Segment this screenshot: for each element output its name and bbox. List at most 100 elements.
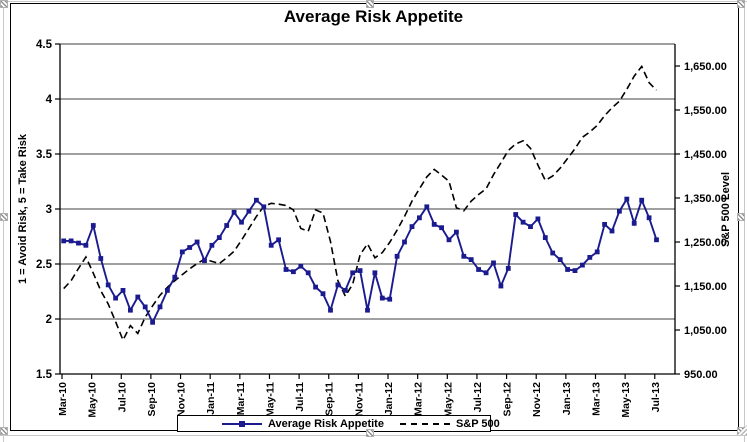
risk-appetite-marker [513, 212, 519, 217]
x-axis-tick-label: Jul-13 [650, 382, 662, 413]
risk-appetite-marker [639, 197, 645, 203]
risk-appetite-marker [128, 307, 133, 313]
risk-appetite-marker [505, 266, 511, 271]
risk-appetite-marker [298, 263, 304, 269]
risk-appetite-marker [446, 237, 452, 243]
x-axis-tick-label: Mar-11 [235, 382, 247, 415]
risk-appetite-marker [239, 219, 244, 225]
risk-appetite-marker [357, 268, 363, 273]
x-axis-tick-label: Mar-10 [57, 382, 69, 416]
risk-appetite-marker [372, 270, 378, 276]
risk-appetite-marker [305, 270, 311, 276]
risk-appetite-marker [609, 228, 615, 234]
risk-appetite-marker [587, 255, 593, 260]
risk-appetite-marker [550, 250, 556, 256]
risk-appetite-marker [194, 239, 200, 245]
risk-appetite-marker [320, 291, 326, 297]
risk-appetite-marker [520, 219, 526, 225]
risk-appetite-marker [76, 240, 81, 246]
resize-grip-icon[interactable] [737, 425, 747, 435]
risk-appetite-marker [394, 253, 400, 259]
chart-title: Average Risk Appetite [283, 7, 464, 26]
risk-appetite-marker [424, 204, 430, 210]
legend-label: Average Risk Appetite [268, 417, 384, 430]
risk-appetite-marker [542, 235, 548, 240]
x-axis-tick-label: Nov-12 [531, 382, 543, 417]
left-axis-tick-label: 3 [46, 204, 52, 216]
risk-appetite-marker [572, 268, 578, 273]
risk-appetite-marker [187, 245, 193, 250]
left-axis-tick-label: 4.5 [36, 39, 53, 51]
x-axis-tick-label: Mar-13 [590, 382, 602, 416]
x-axis-tick-label: Nov-10 [176, 382, 188, 417]
risk-appetite-marker [565, 267, 570, 272]
selection-handle-top-right[interactable] [737, 0, 745, 8]
risk-appetite-marker [98, 256, 104, 261]
risk-appetite-marker [379, 295, 385, 301]
risk-appetite-marker [68, 238, 74, 244]
risk-appetite-marker [409, 224, 415, 229]
x-axis-tick-label: Sep-10 [146, 382, 158, 417]
x-axis-tick-label: May-10 [87, 382, 99, 418]
x-axis-tick-label: Jul-11 [294, 382, 306, 412]
risk-appetite-marker [224, 223, 230, 228]
risk-appetite-marker [90, 223, 96, 228]
x-axis-tick-label: May-12 [442, 382, 454, 418]
risk-appetite-marker [454, 229, 459, 235]
risk-appetite-series-line [63, 196, 658, 325]
x-axis-tick-label: Sep-12 [502, 382, 514, 417]
risk-appetite-marker [231, 209, 237, 215]
selection-handle-bottom-left[interactable] [0, 427, 8, 435]
risk-appetite-marker [476, 267, 481, 272]
risk-appetite-line-sample-icon [222, 420, 262, 427]
risk-appetite-marker [268, 242, 274, 248]
right-axis-tick-label: 1,250.00 [684, 237, 727, 249]
right-axis-tick-label: 1,450.00 [684, 149, 727, 161]
selection-handle-middle-left[interactable] [0, 213, 8, 221]
selection-handle-middle-right[interactable] [737, 213, 745, 221]
legend[interactable]: Average Risk Appetite S&P 500 [177, 415, 500, 432]
left-axis-tick-label: 1.5 [36, 369, 53, 381]
risk-appetite-marker [631, 220, 637, 226]
risk-appetite-marker [535, 216, 541, 222]
risk-appetite-marker [246, 208, 252, 214]
risk-appetite-marker [120, 288, 126, 293]
x-axis-tick-label: Jan-11 [205, 382, 217, 415]
selection-handle-top-left[interactable] [0, 0, 8, 8]
x-axis-tick-label: Jul-12 [472, 382, 484, 413]
selection-handle-bottom-middle[interactable] [366, 429, 374, 437]
risk-appetite-marker [105, 282, 111, 288]
x-axis-tick-label: May-11 [264, 382, 276, 417]
selection-handle-top-middle[interactable] [366, 0, 374, 8]
risk-appetite-marker [216, 235, 222, 240]
sp500-series-line [63, 64, 658, 343]
risk-appetite-marker [439, 225, 444, 231]
right-axis-tick-label: 1,050.00 [684, 325, 727, 337]
risk-appetite-marker [365, 307, 370, 313]
x-axis-tick-label: Jul-10 [116, 382, 128, 413]
risk-appetite-marker [646, 215, 652, 221]
right-axis-tick-label: 1,550.00 [684, 105, 727, 117]
risk-appetite-marker [335, 282, 341, 288]
risk-appetite-marker [350, 270, 356, 276]
right-axis-tick-label: 1,350.00 [684, 193, 727, 205]
legend-label: S&P 500 [455, 417, 500, 430]
sp500-line-sample-icon [399, 422, 450, 425]
x-axis-tick-label: May-13 [620, 382, 632, 418]
left-axis-tick-label: 3.5 [36, 149, 53, 161]
risk-appetite-marker [172, 274, 178, 280]
legend-item-risk-appetite: Average Risk Appetite [222, 418, 384, 430]
risk-appetite-marker [468, 257, 474, 262]
risk-appetite-marker [179, 249, 185, 255]
left-axis-tick-label: 2 [46, 314, 52, 326]
risk-appetite-marker [142, 304, 148, 310]
risk-appetite-marker [528, 224, 533, 229]
left-axis-tick-label: 4 [46, 94, 53, 106]
right-axis-tick-label: 950.00 [684, 369, 718, 381]
risk-appetite-marker [491, 260, 496, 266]
risk-appetite-marker [431, 222, 437, 227]
risk-appetite-marker [402, 239, 407, 245]
risk-appetite-marker [61, 238, 67, 244]
